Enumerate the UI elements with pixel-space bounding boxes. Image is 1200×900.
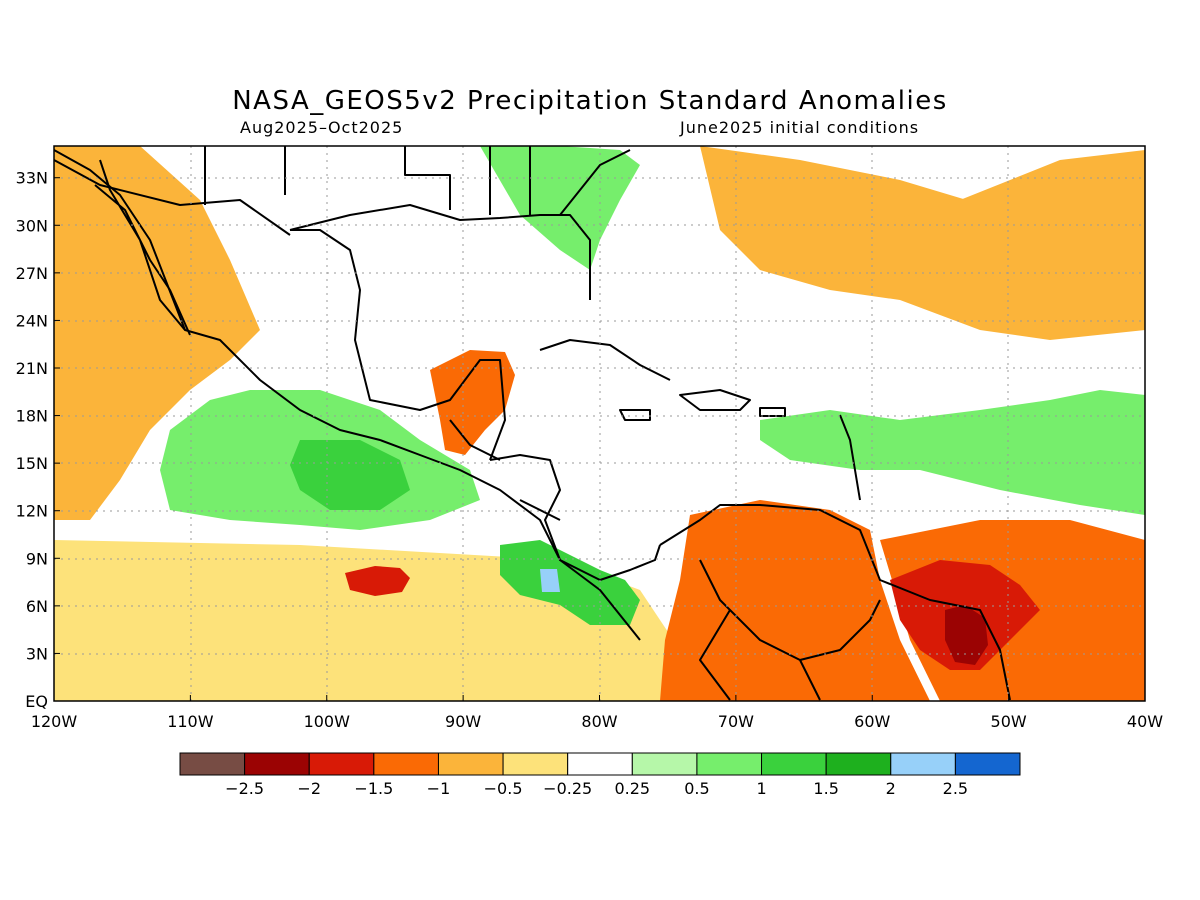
latitude-labels: EQ 3N 6N 9N 12N 15N 18N 21N 24N 27N 30N 33N (16, 169, 60, 711)
lon-label: 120W (31, 712, 78, 731)
lat-label: 3N (26, 644, 48, 663)
coastline-baja (94, 159, 191, 336)
lon-label: 100W (304, 712, 351, 731)
lat-label: 24N (16, 311, 48, 330)
colorbar-tick-label: −1 (427, 779, 451, 798)
colorbar-swatch (954, 752, 1021, 776)
colorbar-tick-label: −2.5 (225, 779, 264, 798)
coastline-cuba (539, 339, 671, 381)
anomaly-region-pacific-red-patch (345, 566, 410, 596)
lat-label: EQ (25, 692, 48, 711)
colorbar-swatch (373, 752, 439, 776)
anomaly-region-blue-costa-rica (540, 569, 560, 592)
lat-label: 12N (16, 502, 48, 521)
coastline-gulf (290, 229, 506, 461)
colorbar-tick-label: −2 (297, 779, 321, 798)
coastline-us-east (559, 149, 631, 216)
coastline-south-america (659, 504, 1011, 701)
colorbar-swatch (308, 752, 375, 776)
colorbar-swatch (437, 752, 504, 776)
colorbar-tick-label: 1.5 (813, 779, 838, 798)
colorbar-swatch (567, 752, 633, 776)
colorbar-swatch (502, 752, 569, 776)
lat-label: 6N (26, 597, 48, 616)
map-title: NASA_GEOS5v2 Precipitation Standard Anom… (232, 86, 948, 116)
lon-label: 70W (718, 712, 754, 731)
colorbar-labels: −2.5 −2 −1.5 −1 −0.5 −0.25 0.25 0.5 1 1.5 2 2.5 (225, 779, 968, 798)
colorbar-swatch (825, 752, 892, 776)
lat-label: 18N (16, 407, 48, 426)
coastline-antilles (839, 414, 861, 501)
coastline-us-gulf (289, 204, 591, 300)
border-us-mexico (54, 159, 291, 236)
colorbar-tick-label: 2.5 (943, 779, 968, 798)
colorbar-tick-label: 0.25 (614, 779, 650, 798)
lon-label: 110W (167, 712, 214, 731)
lat-label: 33N (16, 169, 48, 188)
anomaly-region-orange-atlantic-ne (860, 150, 1145, 330)
lat-label: 21N (16, 359, 48, 378)
colorbar-tick-label: 2 (886, 779, 896, 798)
anomaly-fields (54, 146, 1145, 701)
lon-label: 80W (581, 712, 617, 731)
lon-label: 50W (991, 712, 1027, 731)
colorbar-swatch (631, 752, 698, 776)
anomaly-region-yucatan-orange (430, 350, 515, 455)
coastline-jamaica (619, 409, 651, 421)
colorbar-tick-label: −0.25 (543, 779, 592, 798)
grid-lines (54, 146, 1145, 701)
colorbar-swatch (244, 752, 310, 776)
border-us-states (204, 146, 531, 215)
map-plot-area (54, 146, 1145, 701)
colorbar-swatch (179, 752, 246, 776)
colorbar-tick-label: 1 (756, 779, 766, 798)
anomaly-region-orange-west (54, 146, 260, 520)
anomaly-region-orange-south-america (660, 500, 930, 701)
anomaly-region-green-costa-rica (500, 540, 640, 625)
anomaly-region-green-central-atlantic (760, 390, 1145, 515)
coastline-central-america (489, 454, 661, 581)
initial-conditions: June2025 initial conditions (680, 118, 920, 137)
lat-label: 15N (16, 454, 48, 473)
anomaly-region-darkred-guiana (945, 605, 988, 665)
lon-label: 90W (445, 712, 481, 731)
forecast-period: Aug2025–Oct2025 (240, 118, 404, 137)
coastline-puerto-rico (759, 407, 786, 417)
lon-label: 60W (854, 712, 890, 731)
coastline-hispaniola (679, 389, 751, 411)
longitude-labels: 120W 110W 100W 90W 80W 70W 60W 50W 40W (31, 695, 1163, 731)
colorbar-tick-label: 0.5 (684, 779, 709, 798)
colorbar-swatch (696, 752, 763, 776)
anomaly-region-green-mexico-core (290, 440, 410, 510)
colorbar-tick-label: −0.5 (484, 779, 523, 798)
coastlines (54, 146, 1011, 701)
border-central-america-interior (449, 419, 561, 521)
border-south-america-interior (699, 559, 881, 701)
lat-label: 30N (16, 216, 48, 235)
lat-label: 9N (26, 549, 48, 568)
lat-label: 27N (16, 264, 48, 283)
colorbar-tick-label: −1.5 (354, 779, 393, 798)
colorbar (179, 752, 1021, 776)
colorbar-swatch (761, 752, 827, 776)
lon-label: 40W (1127, 712, 1163, 731)
colorbar-swatch (890, 752, 956, 776)
